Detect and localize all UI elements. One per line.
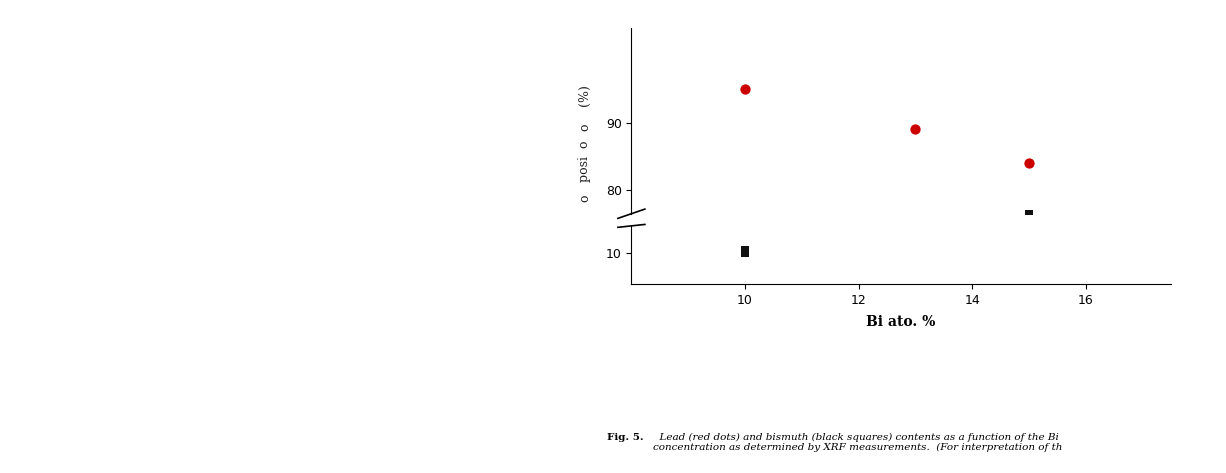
Text: o: o xyxy=(579,124,591,131)
Text: o: o xyxy=(579,195,591,202)
Point xyxy=(1019,210,1038,218)
Text: (%): (%) xyxy=(579,84,591,105)
Point xyxy=(736,246,755,254)
Text: posi  o: posi o xyxy=(579,140,591,182)
Point xyxy=(1019,217,1038,224)
Point xyxy=(736,250,755,257)
Point xyxy=(451,52,471,59)
Point xyxy=(1019,159,1038,167)
Point xyxy=(736,85,755,93)
Text: Lead (red dots) and bismuth (black squares) contents as a function of the Bi
con: Lead (red dots) and bismuth (black squar… xyxy=(653,433,1063,453)
Point xyxy=(906,126,926,133)
Text: Fig. 5.: Fig. 5. xyxy=(607,433,644,442)
X-axis label: Bi ato. %: Bi ato. % xyxy=(867,315,935,329)
